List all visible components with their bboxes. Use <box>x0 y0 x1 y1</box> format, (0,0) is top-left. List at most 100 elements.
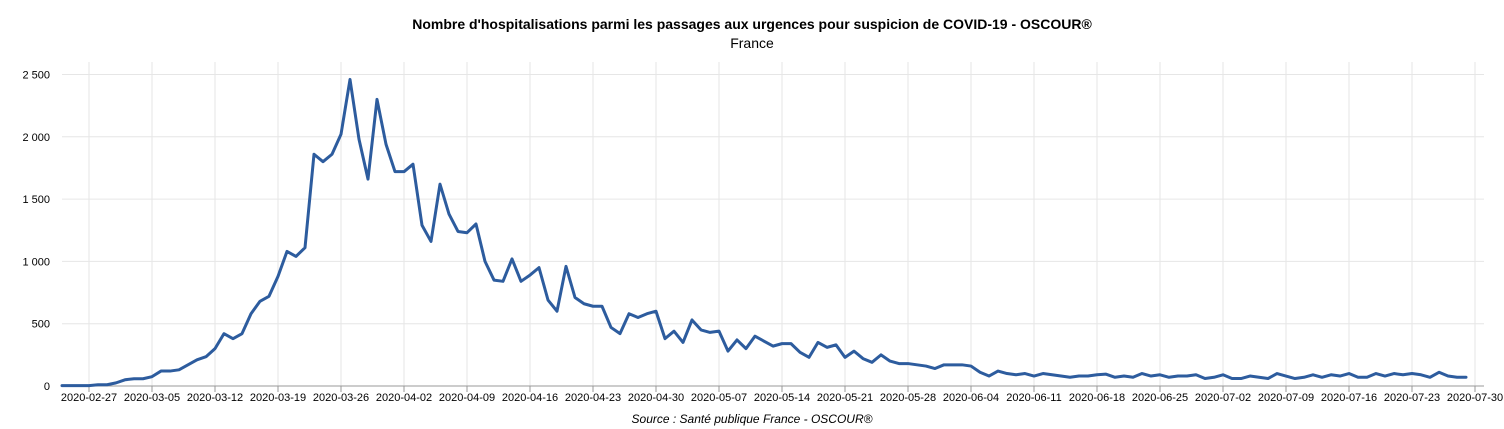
x-tick-label: 2020-07-09 <box>1258 392 1314 404</box>
x-tick-label: 2020-05-07 <box>691 392 747 404</box>
data-point <box>1033 375 1035 377</box>
data-point <box>169 370 171 372</box>
data-point <box>358 138 360 140</box>
data-point <box>412 163 414 165</box>
data-point <box>394 170 396 172</box>
data-point <box>268 295 270 297</box>
data-point <box>196 359 198 361</box>
chart-subtitle: France <box>730 35 774 51</box>
data-point <box>628 313 630 315</box>
data-point <box>529 274 531 276</box>
data-point <box>493 279 495 281</box>
data-point <box>574 296 576 298</box>
data-point <box>1330 374 1332 376</box>
data-point <box>1375 372 1377 374</box>
data-point <box>889 360 891 362</box>
data-point <box>322 160 324 162</box>
data-point <box>826 346 828 348</box>
data-point <box>61 384 63 386</box>
data-point <box>691 319 693 321</box>
data-point <box>601 305 603 307</box>
data-point <box>520 280 522 282</box>
data-point <box>79 384 81 386</box>
data-point <box>124 379 126 381</box>
data-point <box>331 153 333 155</box>
data-point <box>376 98 378 100</box>
data-point <box>790 342 792 344</box>
data-point <box>151 375 153 377</box>
data-point <box>259 300 261 302</box>
x-tick-label: 2020-03-12 <box>187 392 243 404</box>
data-point <box>1186 375 1188 377</box>
data-point <box>1087 375 1089 377</box>
data-point <box>1096 374 1098 376</box>
data-point <box>772 345 774 347</box>
data-point <box>556 310 558 312</box>
x-tick-label: 2020-06-18 <box>1069 392 1125 404</box>
x-tick-label: 2020-04-23 <box>565 392 621 404</box>
data-point <box>1312 374 1314 376</box>
data-point <box>979 371 981 373</box>
data-point <box>1240 377 1242 379</box>
data-point <box>475 223 477 225</box>
data-point <box>385 143 387 145</box>
data-point <box>1348 372 1350 374</box>
tick-labels: 0 500 1 000 1 500 2 000 2 500 2020-02-27 2020-0… <box>22 69 1503 404</box>
x-tick-label: 2020-07-16 <box>1321 392 1377 404</box>
data-point <box>223 332 225 334</box>
series-layer <box>60 77 1468 388</box>
x-tick-label: 2020-06-04 <box>943 392 999 404</box>
data-point <box>925 365 927 367</box>
data-point <box>241 332 243 334</box>
data-point <box>286 250 288 252</box>
data-point <box>1060 375 1062 377</box>
x-tick-label: 2020-05-28 <box>880 392 936 404</box>
data-point <box>1303 376 1305 378</box>
data-point <box>439 183 441 185</box>
x-tick-label: 2020-05-21 <box>817 392 873 404</box>
y-tick-label: 0 <box>44 381 50 393</box>
data-point <box>88 384 90 386</box>
data-point <box>853 350 855 352</box>
data-point <box>277 275 279 277</box>
x-tick-label: 2020-03-26 <box>313 392 369 404</box>
data-point <box>1402 374 1404 376</box>
data-point <box>1429 376 1431 378</box>
y-tick-label: 2 000 <box>22 132 50 144</box>
data-point <box>502 280 504 282</box>
x-tick-label: 2020-07-02 <box>1195 392 1251 404</box>
data-point <box>682 341 684 343</box>
data-point <box>538 266 540 268</box>
x-tick-label: 2020-04-30 <box>628 392 684 404</box>
data-point <box>295 255 297 257</box>
data-point <box>583 303 585 305</box>
data-point <box>1285 375 1287 377</box>
data-point <box>466 232 468 234</box>
x-tick-label: 2020-07-30 <box>1447 392 1503 404</box>
data-point <box>1420 374 1422 376</box>
data-point <box>565 265 567 267</box>
data-point <box>1465 376 1467 378</box>
data-point <box>1078 375 1080 377</box>
data-point <box>835 344 837 346</box>
data-point <box>673 330 675 332</box>
data-point <box>1150 375 1152 377</box>
data-point <box>187 364 189 366</box>
chart-title: Nombre d'hospitalisations parmi les pass… <box>412 16 1092 32</box>
data-point <box>871 361 873 363</box>
data-point <box>907 362 909 364</box>
data-point <box>214 347 216 349</box>
data-point <box>961 364 963 366</box>
x-tick-label: 2020-04-09 <box>439 392 495 404</box>
data-point <box>817 341 819 343</box>
data-point <box>1015 374 1017 376</box>
data-point <box>1177 375 1179 377</box>
data-point <box>862 357 864 359</box>
data-point <box>1222 374 1224 376</box>
axes <box>62 385 1484 392</box>
series-line <box>60 77 1468 388</box>
data-point <box>448 213 450 215</box>
data-point <box>781 342 783 344</box>
y-tick-label: 2 500 <box>22 69 50 81</box>
